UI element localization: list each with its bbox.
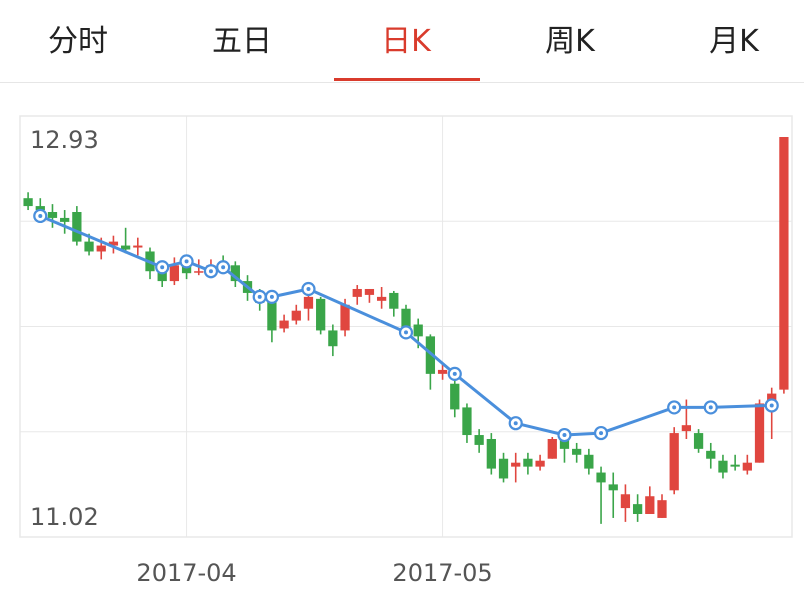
ma-point-dot xyxy=(221,265,226,270)
kline-chart: 12.93 11.02 2017-04 2017-05 xyxy=(19,115,793,587)
x-axis-tick-label: 2017-05 xyxy=(392,559,492,587)
ma-point-dot xyxy=(513,421,518,426)
candle-body xyxy=(486,438,496,469)
candle-body xyxy=(632,504,643,514)
candle-body xyxy=(718,460,728,473)
candle-body xyxy=(316,298,326,331)
candle-body xyxy=(376,296,387,301)
candle-body xyxy=(328,330,338,347)
ma-point-dot xyxy=(404,330,408,335)
candle-body xyxy=(754,403,765,463)
chart-grid xyxy=(19,115,793,538)
candle-body xyxy=(498,458,509,479)
candle-body xyxy=(693,433,704,449)
candle-body xyxy=(96,245,106,252)
ma-point-dot xyxy=(269,294,274,299)
ma-point-dot xyxy=(306,286,311,291)
candle-body xyxy=(157,271,167,282)
candle-body xyxy=(462,407,472,436)
ma-line-series xyxy=(33,208,779,443)
candle-body xyxy=(742,462,752,471)
candlestick-series xyxy=(23,137,789,524)
candle-body xyxy=(303,296,314,309)
candle-body xyxy=(47,212,58,218)
ma-point-dot xyxy=(208,269,213,274)
candle-body xyxy=(23,198,33,207)
candle-body xyxy=(620,494,631,509)
candle-body xyxy=(450,383,460,410)
candle-body xyxy=(364,288,375,295)
tab-weekly-k[interactable]: 周K xyxy=(545,24,595,59)
candle-body xyxy=(584,454,594,469)
candle-body xyxy=(389,292,399,309)
ma-point-dot xyxy=(38,213,43,218)
kline-chart-area[interactable]: 12.93 11.02 2017-04 2017-05 xyxy=(0,82,804,602)
candle-body xyxy=(779,137,789,390)
candle-body xyxy=(230,265,240,282)
ma-point-dot xyxy=(708,405,713,410)
candle-body xyxy=(133,245,143,248)
candle-body xyxy=(120,245,131,250)
candle-body xyxy=(279,320,289,329)
candle-body xyxy=(523,458,533,467)
ma-point-dot xyxy=(257,294,262,299)
candle-body xyxy=(596,472,606,483)
active-tab-indicator xyxy=(334,78,480,81)
ma-point-dot xyxy=(672,405,677,410)
candle-body xyxy=(535,460,545,467)
candle-body xyxy=(413,324,423,337)
candle-body xyxy=(84,241,94,252)
candle-body xyxy=(669,433,679,491)
candle-body xyxy=(706,450,716,459)
period-tab-bar: 分时 五日 日K 周K 月K xyxy=(0,0,804,83)
candle-body xyxy=(169,265,180,282)
axis-labels: 12.93 11.02 2017-04 2017-05 xyxy=(30,126,493,587)
candle-body xyxy=(340,304,350,331)
tab-monthly-k[interactable]: 月K xyxy=(709,24,759,59)
ma-point-dot xyxy=(769,403,774,408)
candle-body xyxy=(352,288,362,297)
tab-daily-k[interactable]: 日K xyxy=(381,24,431,59)
candle-body xyxy=(547,438,557,459)
candle-body xyxy=(474,435,484,445)
ma-line xyxy=(39,214,772,437)
ma-point-dot xyxy=(452,371,457,376)
candle-body xyxy=(657,500,667,518)
candle-body xyxy=(645,496,655,514)
candle-body xyxy=(291,310,301,321)
tab-intraday[interactable]: 分时 xyxy=(48,24,108,59)
x-axis-tick-label: 2017-04 xyxy=(136,559,236,587)
ma-point-dot xyxy=(599,431,604,436)
candle-body xyxy=(511,462,521,467)
candle-body xyxy=(730,464,740,467)
candle-body xyxy=(437,369,448,374)
y-axis-min-label: 11.02 xyxy=(30,503,99,531)
candle-body xyxy=(194,271,204,273)
candle-body xyxy=(572,448,582,455)
ma-point-dot xyxy=(160,265,165,270)
candle-body xyxy=(267,300,277,331)
ma-point-dot xyxy=(562,433,567,438)
candle-body xyxy=(72,212,82,242)
candle-body xyxy=(681,425,692,432)
candle-body xyxy=(108,241,119,246)
candle-body xyxy=(35,206,45,211)
tab-five-day[interactable]: 五日 xyxy=(212,24,272,59)
candle-body xyxy=(60,217,70,222)
ma-point-dot xyxy=(184,259,189,264)
candle-body xyxy=(608,484,618,491)
candle-body xyxy=(401,308,411,329)
y-axis-max-label: 12.93 xyxy=(30,126,99,154)
candle-body xyxy=(425,336,436,374)
